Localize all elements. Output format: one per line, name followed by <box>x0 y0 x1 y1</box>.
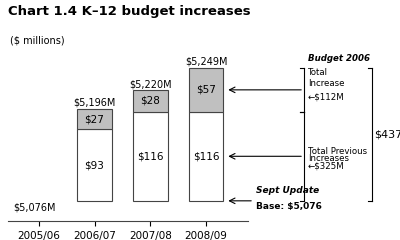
Text: ($ millions): ($ millions) <box>10 36 64 46</box>
Bar <box>77 109 112 129</box>
Text: $437M: $437M <box>374 129 400 139</box>
Text: $116: $116 <box>137 151 164 161</box>
Text: Budget 2006: Budget 2006 <box>308 54 370 63</box>
Bar <box>189 112 224 201</box>
Text: Total Previous: Total Previous <box>308 147 367 156</box>
Text: ←$325M: ←$325M <box>308 161 345 170</box>
Text: $93: $93 <box>84 160 104 170</box>
Text: Increase: Increase <box>308 79 344 88</box>
Text: Chart 1.4 K–12 budget increases: Chart 1.4 K–12 budget increases <box>8 5 251 18</box>
Text: $5,249M: $5,249M <box>185 57 227 67</box>
Text: $116: $116 <box>193 151 219 161</box>
Text: $57: $57 <box>196 85 216 95</box>
Text: Total: Total <box>308 68 328 77</box>
Bar <box>189 68 224 112</box>
Bar <box>133 90 168 112</box>
Text: $5,220M: $5,220M <box>129 79 172 89</box>
Bar <box>133 112 168 201</box>
Text: Sept Update: Sept Update <box>256 186 319 195</box>
Text: $27: $27 <box>84 114 104 124</box>
Text: Base: $5,076: Base: $5,076 <box>256 202 322 211</box>
Text: $28: $28 <box>140 96 160 106</box>
Bar <box>77 129 112 201</box>
Text: Increases: Increases <box>308 154 349 163</box>
Text: $5,196M: $5,196M <box>73 97 116 108</box>
Text: $5,076M: $5,076M <box>14 202 56 212</box>
Text: ←$112M: ←$112M <box>308 93 345 102</box>
